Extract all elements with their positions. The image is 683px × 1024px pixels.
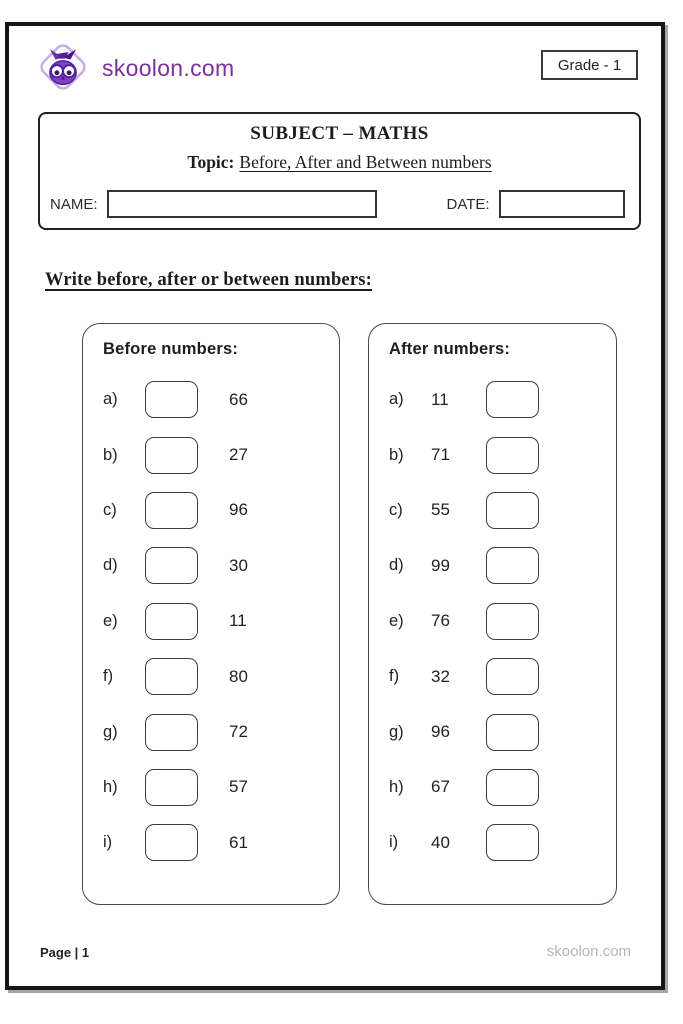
- question-row: h) 67: [389, 760, 616, 815]
- row-label: c): [389, 500, 403, 519]
- question-row: b) 27: [103, 427, 339, 482]
- given-number: 27: [229, 445, 248, 465]
- name-label: NAME:: [50, 195, 98, 213]
- owl-icon: [40, 44, 86, 90]
- question-row: a) 11: [389, 372, 616, 427]
- question-row: d) 30: [103, 538, 339, 593]
- answer-box[interactable]: [486, 713, 539, 751]
- given-number: 30: [229, 555, 248, 575]
- topic-label: Topic:: [187, 152, 235, 172]
- given-number: 11: [431, 389, 449, 409]
- footer-brand: skoolon.com: [546, 943, 631, 960]
- row-label: i): [389, 833, 399, 852]
- answer-box[interactable]: [486, 491, 539, 529]
- grade-badge: Grade - 1: [541, 50, 638, 80]
- answer-box[interactable]: [486, 602, 539, 640]
- given-number: 40: [431, 832, 450, 852]
- question-row: d) 99: [389, 538, 616, 593]
- answer-box[interactable]: [145, 768, 198, 806]
- subject-title: SUBJECT – MATHS: [250, 123, 429, 144]
- topic-line: Topic: Before, After and Between numbers: [40, 152, 639, 173]
- panel-rows: a) 11 b) 71 c) 55 d) 99 e) 76 f) 32 g) 96 h) 67 i) 40: [389, 372, 616, 871]
- row-label: b): [389, 445, 404, 464]
- row-label: h): [389, 777, 404, 796]
- question-row: b) 71: [389, 427, 616, 482]
- answer-box[interactable]: [145, 547, 198, 585]
- row-label: f): [103, 667, 114, 686]
- page-number: Page | 1: [40, 945, 90, 960]
- given-number: 61: [229, 832, 248, 852]
- topic-text: Before, After and Between numbers: [239, 152, 492, 172]
- question-row: i) 40: [389, 815, 616, 870]
- answer-box[interactable]: [145, 602, 198, 640]
- answer-box[interactable]: [486, 381, 539, 419]
- answer-box[interactable]: [486, 547, 539, 585]
- given-number: 72: [229, 722, 248, 742]
- row-label: g): [103, 722, 118, 741]
- question-row: e) 76: [389, 594, 616, 649]
- row-label: a): [389, 390, 404, 409]
- panel-before-numbers: Before numbers: a) 66 b) 27 c) 96 d) 30 e) 11 f) 80…: [82, 323, 340, 905]
- row-label: i): [103, 833, 113, 852]
- panel-title: Before numbers:: [103, 340, 239, 358]
- answer-box[interactable]: [486, 658, 539, 696]
- date-input-box[interactable]: [498, 190, 625, 218]
- row-label: b): [103, 445, 118, 464]
- given-number: 55: [431, 500, 450, 520]
- question-row: g) 96: [389, 704, 616, 759]
- given-number: 32: [431, 666, 450, 686]
- instruction-heading: Write before, after or between numbers:: [45, 270, 373, 290]
- answer-box[interactable]: [145, 491, 198, 529]
- row-label: d): [103, 556, 118, 575]
- given-number: 67: [431, 777, 450, 797]
- given-number: 96: [229, 500, 248, 520]
- given-number: 71: [431, 445, 450, 465]
- answer-box[interactable]: [486, 768, 539, 806]
- panel-rows: a) 66 b) 27 c) 96 d) 30 e) 11 f) 80 g) 72 h) 57 i) 61: [103, 372, 339, 871]
- given-number: 76: [431, 611, 450, 631]
- skoolon-logo: [33, 37, 93, 97]
- question-row: c) 55: [389, 483, 616, 538]
- row-label: e): [103, 611, 118, 630]
- question-row: f) 80: [103, 649, 339, 704]
- row-label: a): [103, 390, 118, 409]
- panel-after-numbers: After numbers: a) 11 b) 71 c) 55 d) 99 e) 76 f) 32 g…: [368, 323, 617, 905]
- answer-box[interactable]: [145, 824, 198, 862]
- row-label: h): [103, 777, 118, 796]
- question-row: h) 57: [103, 760, 339, 815]
- answer-box[interactable]: [145, 436, 198, 474]
- row-label: f): [389, 667, 400, 686]
- brand-text: skoolon.com: [102, 55, 235, 81]
- answer-box[interactable]: [486, 824, 539, 862]
- question-row: f) 32: [389, 649, 616, 704]
- name-input-box[interactable]: [106, 190, 377, 218]
- date-label: DATE:: [446, 195, 490, 213]
- given-number: 99: [431, 555, 450, 575]
- question-row: a) 66: [103, 372, 339, 427]
- worksheet-page: skoolon.com Grade - 1 SUBJECT – MATHS To…: [5, 22, 665, 990]
- given-number: 57: [229, 777, 248, 797]
- row-label: c): [103, 500, 117, 519]
- question-row: i) 61: [103, 815, 339, 870]
- answer-box[interactable]: [486, 436, 539, 474]
- question-row: g) 72: [103, 704, 339, 759]
- answer-box[interactable]: [145, 381, 198, 419]
- panel-title: After numbers:: [389, 340, 511, 358]
- given-number: 80: [229, 666, 248, 686]
- row-label: g): [389, 722, 404, 741]
- row-label: e): [389, 611, 404, 630]
- given-number: 11: [229, 611, 247, 631]
- answer-box[interactable]: [145, 713, 198, 751]
- subject-box: SUBJECT – MATHS Topic: Before, After and …: [38, 112, 641, 230]
- given-number: 96: [431, 722, 450, 742]
- given-number: 66: [229, 389, 248, 409]
- name-date-row: NAME: DATE:: [40, 190, 639, 218]
- question-row: c) 96: [103, 483, 339, 538]
- row-label: d): [389, 556, 404, 575]
- question-row: e) 11: [103, 594, 339, 649]
- answer-box[interactable]: [145, 658, 198, 696]
